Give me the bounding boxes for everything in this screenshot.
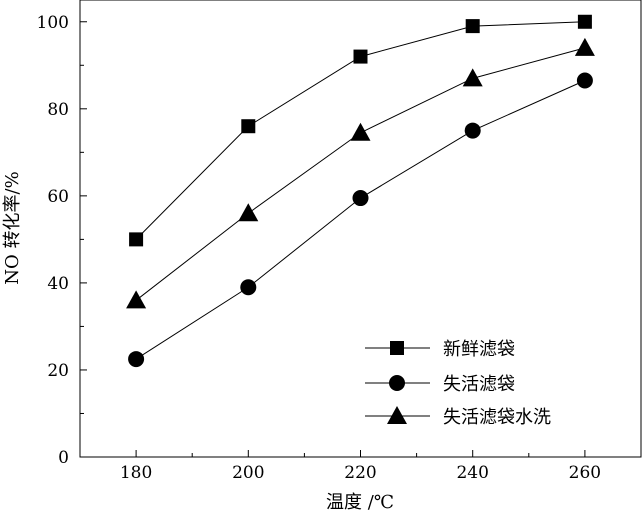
x-tick-label: 200 [232,463,264,483]
y-tick-label: 80 [47,100,69,120]
series-line [135,80,586,360]
data-point [353,49,368,64]
legend-label: 失活滤袋水洗 [443,407,551,428]
series-line [135,47,586,301]
data-point [577,14,592,29]
legend-label: 新鲜滤袋 [443,339,515,360]
data-point [576,72,593,89]
y-tick-label: 20 [47,361,69,381]
legend-marker [389,375,405,391]
legend-label: 失活滤袋 [443,374,515,395]
x-axis-title: 温度 /℃ [326,492,394,513]
data-point [128,351,145,368]
data-point [129,232,144,247]
data-point [352,190,369,207]
x-tick-label: 220 [344,463,376,483]
legend-marker [390,341,404,355]
data-point [240,279,257,296]
data-point [462,68,483,87]
x-tick-label: 240 [456,463,488,483]
data-point [238,203,259,222]
data-point [241,119,256,134]
series-1 [129,14,592,247]
series-3 [126,37,595,309]
x-tick-label: 260 [569,463,601,483]
data-point [574,37,595,56]
x-tick-label: 180 [120,463,152,483]
y-tick-label: 100 [37,13,69,33]
series-2 [128,72,593,368]
y-tick-label: 60 [47,187,69,207]
data-point [350,122,371,141]
y-tick-label: 0 [58,448,69,468]
plot-frame [79,0,642,458]
legend-marker [387,406,407,424]
data-point [126,290,147,309]
data-point [464,122,481,139]
data-point [465,19,480,34]
y-axis-title: NO 转化率/% [2,171,23,284]
y-tick-label: 40 [47,274,69,294]
axis-ticks: 180 200 220 240 260 0 20 40 60 80 100 [37,13,602,483]
series-layer [126,14,595,368]
